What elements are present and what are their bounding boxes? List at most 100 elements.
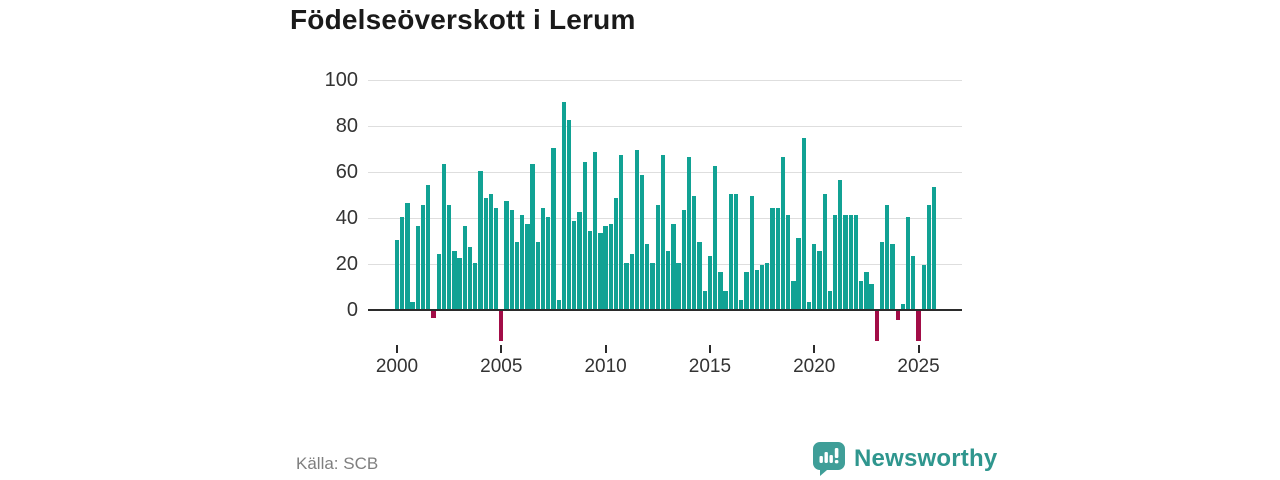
bar [462,226,467,309]
bar [478,170,483,309]
bar [577,212,582,309]
bar [546,216,551,309]
bar [827,290,833,309]
bar [676,262,681,309]
bar [499,311,504,341]
y-axis-label-40: 40 [335,206,358,229]
bar [483,198,488,309]
bar [561,101,567,309]
bar [582,161,587,309]
bar [634,149,640,309]
bar [874,311,879,341]
bar [530,163,535,309]
bar [832,214,838,309]
bar [801,138,806,309]
bar [666,251,671,309]
bar [566,120,572,309]
bar [712,166,718,309]
x-axis-label-2015: 2015 [688,356,732,377]
bar [765,262,770,309]
bar [405,202,410,309]
x-axis-label-2000: 2000 [375,356,419,377]
bar [911,255,916,309]
brand-name: Newsworthy [854,445,998,472]
bar [885,205,890,309]
bar [467,246,473,309]
bar [441,163,447,309]
bar [686,156,692,309]
x-axis-tick-2025 [917,345,920,353]
bar [879,242,885,309]
bar [488,193,494,309]
bar [843,214,848,309]
bar [697,242,702,309]
bar [587,230,593,309]
bar [514,242,520,309]
bar [812,244,817,309]
bar [650,262,655,309]
bar [692,196,697,309]
bar [822,193,827,309]
bar [624,262,629,309]
bar [493,207,499,309]
bar [921,265,926,309]
bar [775,207,780,309]
bar [786,214,791,309]
bar [619,154,624,309]
bar [655,205,660,309]
bar [890,244,895,309]
bar [540,207,546,309]
bar [707,255,713,309]
bar [613,198,619,309]
bar [608,223,613,309]
bar [629,253,634,309]
bar [671,223,676,309]
bar [869,283,874,309]
x-axis-tick-2005 [500,345,503,353]
bar [420,205,426,309]
bar [509,209,514,309]
bar [431,311,436,318]
bar [791,281,796,309]
x-axis-baseline [368,309,962,311]
x-axis-label-2010: 2010 [584,356,627,377]
bar [598,232,603,309]
bar [895,311,900,321]
bar [806,302,812,309]
y-axis-label-20: 20 [335,252,358,275]
x-axis-tick-2020 [813,345,816,353]
bar [754,269,760,309]
gridline-80 [368,125,962,127]
bar [551,147,556,309]
x-axis-tick-2010 [604,345,607,353]
y-axis-label-0: 0 [346,299,358,321]
bar [905,216,911,309]
bar [718,272,723,309]
x-axis-tick-2000 [396,345,398,353]
bar [639,175,645,309]
bar [796,237,801,309]
x-axis-label-2020: 2020 [793,356,836,377]
bar [770,207,775,309]
bar [853,214,859,309]
bar [859,281,864,309]
bar [926,205,932,309]
bar [749,196,754,309]
speech-bubble-bar-chart-icon [813,442,845,476]
bar [452,251,457,309]
bar [681,209,686,309]
bar [817,251,822,309]
bar [504,200,509,309]
bar [572,221,577,309]
bar [556,299,561,309]
bar [900,304,906,309]
bar [410,302,415,309]
bar [447,205,452,309]
bar [603,226,608,309]
x-axis-label-2025: 2025 [897,356,940,377]
bar [739,299,744,309]
bar [645,244,650,309]
bar [780,156,786,309]
bar [932,186,937,309]
